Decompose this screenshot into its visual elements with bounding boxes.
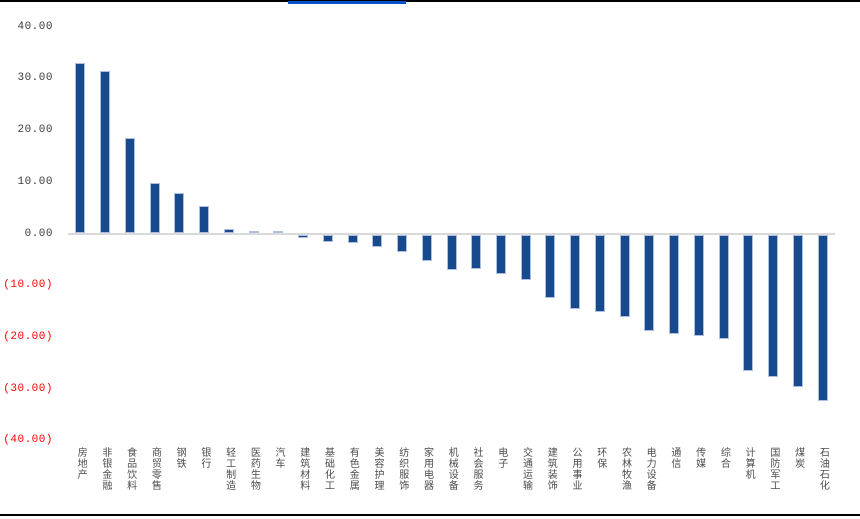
zero-axis-line <box>68 232 835 235</box>
y-axis-tick-label: 40.00 <box>17 20 53 33</box>
bar <box>644 234 655 331</box>
bar <box>322 234 333 242</box>
header-accent-bar <box>288 1 406 4</box>
bar <box>223 229 234 234</box>
bar <box>718 234 729 340</box>
bar <box>174 192 185 234</box>
category-label: 交通运输 <box>520 447 532 491</box>
category-label: 电力设备 <box>644 447 656 491</box>
bar <box>743 234 754 371</box>
bar <box>397 234 408 253</box>
y-axis-tick-label: (10.00) <box>3 279 53 292</box>
y-axis-tick-label: 0.00 <box>24 227 53 240</box>
bar <box>594 234 605 313</box>
category-label: 建筑材料 <box>297 447 309 491</box>
bar <box>372 234 383 248</box>
category-label: 电子 <box>495 447 507 469</box>
category-label: 国防军工 <box>767 447 779 491</box>
bar <box>693 234 704 337</box>
bar <box>520 234 531 280</box>
bar <box>495 234 506 275</box>
y-axis-tick-label: (20.00) <box>3 330 53 343</box>
bar <box>817 234 828 401</box>
bar <box>75 62 86 234</box>
category-label: 计算机 <box>743 447 755 480</box>
category-label: 医药生物 <box>248 447 260 491</box>
bar <box>471 234 482 270</box>
category-label: 社会服务 <box>470 447 482 491</box>
category-label: 机械设备 <box>446 447 458 491</box>
category-label: 商贸零售 <box>149 447 161 491</box>
y-axis-tick-label: (40.00) <box>3 434 53 447</box>
category-label: 公用事业 <box>569 447 581 491</box>
bar <box>199 206 210 234</box>
bar <box>124 137 135 234</box>
bar <box>347 234 358 243</box>
category-label: 食品饮料 <box>124 447 136 491</box>
category-label: 煤炭 <box>792 447 804 469</box>
category-label: 汽车 <box>273 447 285 469</box>
bar <box>248 230 259 234</box>
bar <box>570 234 581 310</box>
category-label: 房地产 <box>75 447 87 480</box>
category-label: 钢铁 <box>174 447 186 469</box>
bar <box>273 231 284 234</box>
category-label: 基础化工 <box>322 447 334 491</box>
category-label: 石油石化 <box>817 447 829 491</box>
bottom-border-rule <box>0 514 860 516</box>
bar <box>298 234 309 238</box>
bar <box>446 234 457 270</box>
y-axis-tick-label: 10.00 <box>17 175 53 188</box>
y-axis-tick-label: 30.00 <box>17 72 53 85</box>
bar <box>100 70 111 234</box>
top-border-rule <box>0 0 860 2</box>
bar <box>421 234 432 262</box>
category-label: 有色金属 <box>347 447 359 491</box>
category-label: 传媒 <box>693 447 705 469</box>
category-label: 综合 <box>718 447 730 469</box>
bar <box>768 234 779 378</box>
category-label: 建筑装饰 <box>545 447 557 491</box>
bar <box>669 234 680 334</box>
bar <box>619 234 630 318</box>
category-label: 非银金融 <box>99 447 111 491</box>
y-axis-tick-label: (30.00) <box>3 382 53 395</box>
category-label: 通信 <box>668 447 680 469</box>
category-label: 银行 <box>198 447 210 469</box>
category-label: 美容护理 <box>372 447 384 491</box>
category-label: 农林牧渔 <box>619 447 631 491</box>
category-label: 家用电器 <box>421 447 433 491</box>
y-axis-tick-label: 20.00 <box>17 124 53 137</box>
category-label: 环保 <box>594 447 606 469</box>
category-label: 轻工制造 <box>223 447 235 491</box>
category-label: 纺织服饰 <box>396 447 408 491</box>
bar <box>545 234 556 298</box>
bar <box>149 182 160 234</box>
bar <box>792 234 803 387</box>
